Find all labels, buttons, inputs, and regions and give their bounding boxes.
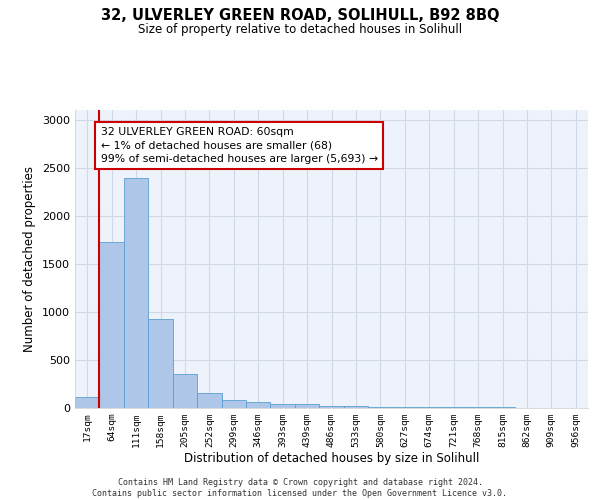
Y-axis label: Number of detached properties: Number of detached properties: [23, 166, 37, 352]
Bar: [100, 242, 124, 408]
Bar: [173, 374, 197, 408]
X-axis label: Distribution of detached houses by size in Solihull: Distribution of detached houses by size …: [184, 452, 479, 466]
Text: Size of property relative to detached houses in Solihull: Size of property relative to detached ho…: [138, 22, 462, 36]
Bar: [197, 392, 221, 407]
Bar: [148, 319, 173, 408]
Bar: [271, 404, 295, 407]
Bar: [221, 400, 246, 407]
Bar: [319, 406, 344, 407]
Bar: [344, 406, 368, 407]
Bar: [124, 178, 148, 408]
Text: 32, ULVERLEY GREEN ROAD, SOLIHULL, B92 8BQ: 32, ULVERLEY GREEN ROAD, SOLIHULL, B92 8…: [101, 8, 499, 22]
Bar: [368, 406, 392, 408]
Text: 32 ULVERLEY GREEN ROAD: 60sqm
← 1% of detached houses are smaller (68)
99% of se: 32 ULVERLEY GREEN ROAD: 60sqm ← 1% of de…: [101, 128, 378, 164]
Text: Contains HM Land Registry data © Crown copyright and database right 2024.
Contai: Contains HM Land Registry data © Crown c…: [92, 478, 508, 498]
Bar: [75, 397, 100, 407]
Bar: [295, 404, 319, 407]
Bar: [246, 402, 271, 407]
